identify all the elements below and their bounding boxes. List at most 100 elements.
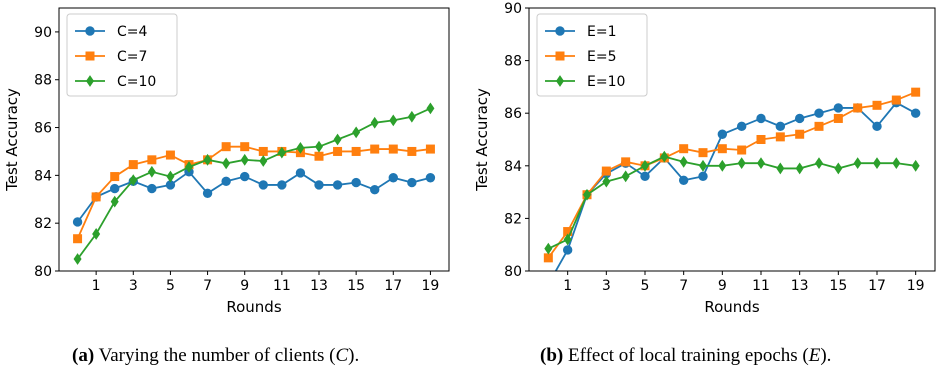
data-point bbox=[352, 126, 361, 139]
data-point bbox=[147, 183, 157, 194]
data-point bbox=[332, 180, 343, 190]
data-point bbox=[910, 108, 921, 118]
data-point bbox=[814, 121, 824, 131]
data-point bbox=[814, 157, 824, 170]
data-point bbox=[717, 129, 728, 139]
data-point bbox=[129, 174, 138, 187]
legend-box bbox=[66, 13, 178, 97]
series-C=10 bbox=[73, 102, 435, 265]
data-point bbox=[794, 113, 805, 124]
data-point bbox=[110, 195, 119, 208]
data-point bbox=[698, 159, 708, 172]
data-point bbox=[277, 146, 286, 159]
caption-a-var: C bbox=[335, 345, 349, 366]
x-tick-label: 9 bbox=[718, 278, 727, 294]
legend-marker bbox=[85, 51, 95, 61]
data-point bbox=[698, 171, 708, 182]
x-tick-label: 13 bbox=[310, 278, 328, 294]
data-point bbox=[602, 175, 611, 188]
x-tick-label: 7 bbox=[679, 278, 688, 294]
data-point bbox=[563, 233, 572, 246]
caption-b-end: ). bbox=[820, 345, 832, 366]
data-point bbox=[911, 87, 921, 97]
data-point bbox=[72, 217, 83, 227]
data-point bbox=[543, 253, 553, 263]
data-point bbox=[110, 172, 120, 182]
y-tick-label: 82 bbox=[504, 211, 522, 227]
data-point bbox=[240, 142, 250, 152]
data-point bbox=[776, 162, 785, 175]
data-point bbox=[621, 170, 630, 183]
data-point bbox=[698, 148, 708, 158]
data-point bbox=[202, 188, 213, 198]
legend-box bbox=[536, 13, 648, 97]
y-tick-label: 80 bbox=[504, 264, 522, 280]
data-point bbox=[425, 173, 436, 183]
data-point bbox=[184, 161, 194, 173]
y-tick-label: 88 bbox=[34, 73, 52, 89]
series-E=1 bbox=[544, 97, 921, 288]
data-point bbox=[351, 177, 361, 188]
data-point bbox=[853, 103, 863, 113]
data-point bbox=[718, 159, 727, 172]
data-point bbox=[73, 253, 82, 265]
data-point bbox=[640, 171, 650, 182]
data-point bbox=[795, 129, 805, 139]
data-point bbox=[737, 157, 746, 170]
plot-frame bbox=[58, 7, 450, 272]
data-point bbox=[110, 183, 120, 194]
data-point bbox=[165, 150, 175, 160]
legend-label: C=7 bbox=[117, 49, 147, 65]
data-point bbox=[640, 159, 650, 172]
y-tick-label: 84 bbox=[504, 159, 522, 175]
caption-a-text: Varying the number of clients ( bbox=[98, 345, 336, 366]
data-point bbox=[388, 173, 398, 183]
data-point bbox=[892, 157, 901, 170]
data-point bbox=[221, 176, 231, 187]
data-point bbox=[795, 162, 804, 175]
x-tick-label: 5 bbox=[641, 278, 650, 294]
series-line bbox=[76, 107, 431, 260]
x-tick-label: 5 bbox=[166, 278, 175, 294]
data-point bbox=[872, 157, 882, 170]
x-tick-label: 15 bbox=[347, 278, 365, 294]
data-point bbox=[544, 280, 552, 288]
y-tick-label: 90 bbox=[34, 25, 52, 41]
x-tick-label: 7 bbox=[203, 278, 212, 294]
x-tick-label: 19 bbox=[422, 278, 440, 294]
series-E=10 bbox=[544, 150, 920, 255]
data-point bbox=[277, 180, 287, 190]
x-tick-label: 17 bbox=[384, 278, 402, 294]
data-point bbox=[833, 103, 844, 113]
data-point bbox=[833, 113, 843, 123]
legend-marker bbox=[85, 26, 95, 36]
legend-marker bbox=[555, 26, 565, 36]
y-axis-label: Test Accuracy bbox=[3, 88, 21, 192]
caption-a-label: (a) bbox=[72, 345, 95, 366]
data-point bbox=[737, 145, 747, 155]
data-point bbox=[73, 234, 83, 244]
data-point bbox=[370, 185, 380, 195]
data-point bbox=[834, 162, 843, 175]
data-point bbox=[679, 144, 689, 154]
legend-marker bbox=[555, 51, 565, 61]
data-point bbox=[621, 157, 631, 167]
x-tick-label: 9 bbox=[240, 278, 249, 294]
series-C=7 bbox=[73, 142, 435, 244]
x-tick-label: 1 bbox=[563, 278, 572, 294]
data-point bbox=[775, 121, 786, 132]
x-tick-label: 19 bbox=[907, 278, 925, 294]
caption-a-end: ). bbox=[348, 345, 360, 366]
data-point bbox=[222, 157, 231, 170]
data-point bbox=[240, 153, 249, 166]
x-tick-label: 3 bbox=[602, 278, 611, 294]
y-tick-label: 86 bbox=[504, 106, 522, 122]
y-tick-label: 90 bbox=[504, 1, 522, 17]
data-point bbox=[388, 144, 398, 154]
caption-a: (a) Varying the number of clients (C). bbox=[72, 345, 359, 367]
data-point bbox=[872, 121, 882, 132]
legend-label: C=4 bbox=[117, 24, 148, 40]
data-point bbox=[333, 133, 342, 146]
data-point bbox=[872, 100, 882, 110]
